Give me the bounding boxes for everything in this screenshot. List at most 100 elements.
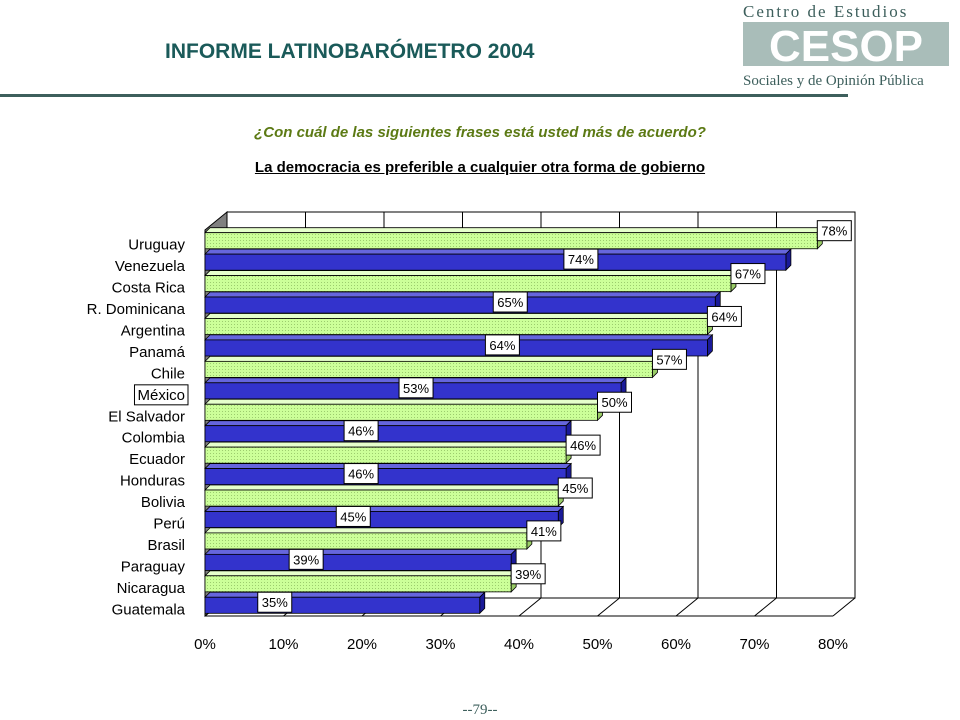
- data-label-box: [288, 548, 324, 570]
- category-label: Brasil: [147, 537, 185, 554]
- header-rule: [0, 94, 848, 97]
- bar: [204, 425, 567, 443]
- data-label-box: [335, 505, 371, 527]
- bar: [204, 511, 559, 528]
- data-label: 65%: [497, 295, 523, 310]
- data-label-box: [706, 305, 742, 327]
- bar: [204, 360, 653, 378]
- bar-top: [204, 420, 573, 427]
- data-label: 45%: [562, 481, 588, 496]
- bar-top: [204, 591, 486, 598]
- bar-top: [204, 463, 573, 469]
- data-label-box: [510, 563, 546, 585]
- bar-top: [204, 398, 604, 405]
- bar: [204, 489, 559, 507]
- cesop-logo: Centro de Estudios CESOP Sociales y de O…: [743, 2, 949, 89]
- bar-top: [204, 313, 714, 319]
- data-label: 64%: [489, 338, 515, 353]
- x-gridline-depth: [597, 597, 620, 617]
- bar: [204, 253, 787, 271]
- data-label: 78%: [821, 224, 847, 239]
- category-label: Argentina: [121, 323, 186, 340]
- bar: [204, 296, 716, 314]
- category-label: Guatemala: [112, 601, 186, 618]
- x-gridline-depth: [518, 597, 542, 617]
- x-tick-label: 70%: [739, 636, 769, 653]
- category-label: México: [137, 387, 185, 404]
- data-label-box: [730, 263, 766, 285]
- question: ¿Con cuál de las siguientes frases está …: [254, 124, 706, 141]
- data-label: 50%: [601, 395, 627, 410]
- data-label: 46%: [348, 424, 374, 439]
- bar: [204, 553, 512, 571]
- data-label-box: [343, 463, 379, 485]
- x-tick-label: 80%: [818, 636, 848, 653]
- category-label: Chile: [151, 365, 185, 382]
- category-label: Costa Rica: [112, 280, 186, 297]
- data-label: 45%: [340, 509, 366, 524]
- bar: [204, 532, 528, 550]
- x-gridline-depth: [754, 597, 777, 617]
- data-label: 53%: [403, 381, 429, 396]
- data-label-box: [651, 348, 687, 370]
- category-label: Perú: [153, 516, 185, 533]
- x-tick-label: 40%: [504, 636, 534, 653]
- data-label: 46%: [348, 467, 374, 482]
- bar: [204, 318, 708, 335]
- page-title: INFORME LATINOBARÓMETRO 2004: [165, 40, 535, 63]
- x-tick-label: 60%: [661, 636, 691, 653]
- bar-top: [204, 355, 659, 362]
- category-label: R. Dominicana: [87, 301, 186, 318]
- bar-top: [204, 227, 824, 234]
- bar-top: [204, 527, 533, 534]
- svg-text:Sociales y de Opinión Pública: Sociales y de Opinión Pública: [743, 73, 924, 89]
- data-label-box: [492, 291, 528, 313]
- data-label-box: [398, 377, 434, 399]
- chart-subtitle: La democracia es preferible a cualquier …: [254, 159, 706, 176]
- x-gridline-depth: [675, 597, 699, 617]
- data-label-box: [563, 248, 599, 270]
- category-label: Nicaragua: [117, 580, 186, 597]
- category-label: Uruguay: [128, 237, 185, 254]
- bar: [204, 403, 598, 421]
- category-label: Panamá: [129, 344, 186, 361]
- x-tick-label: 0%: [194, 636, 216, 653]
- data-label-box: [484, 334, 520, 356]
- data-label: 39%: [293, 552, 319, 567]
- data-label-box: [526, 520, 562, 542]
- category-label: El Salvador: [108, 408, 185, 425]
- highlight-box: [133, 384, 189, 406]
- category-label: Ecuador: [129, 451, 185, 468]
- bar-top: [204, 291, 722, 298]
- data-label: 35%: [262, 595, 288, 610]
- svg-text:CESOP: CESOP: [769, 22, 923, 71]
- bar: [204, 446, 567, 464]
- x-tick-label: 50%: [582, 636, 612, 653]
- category-label: Bolivia: [141, 494, 186, 511]
- bar: [204, 596, 481, 614]
- bar-top: [204, 570, 518, 577]
- bar: [204, 575, 512, 593]
- bar: [204, 275, 732, 293]
- x-gridline-depth: [832, 597, 856, 617]
- data-label-box: [343, 420, 379, 442]
- category-label: Venezuela: [115, 258, 186, 275]
- bar: [204, 339, 708, 357]
- data-label: 46%: [570, 438, 596, 453]
- data-label-box: [565, 434, 601, 456]
- data-label: 39%: [515, 567, 541, 582]
- bar: [204, 232, 818, 250]
- x-tick-label: 10%: [268, 636, 298, 653]
- data-label: 64%: [711, 309, 737, 324]
- x-tick-label: 20%: [347, 636, 377, 653]
- x-tick-label: 30%: [425, 636, 455, 653]
- bar: [204, 468, 567, 486]
- category-label: Colombia: [122, 430, 186, 447]
- data-label-box: [816, 220, 852, 242]
- category-label: Honduras: [120, 473, 185, 490]
- data-label-box: [597, 391, 632, 413]
- data-label: 57%: [656, 352, 682, 367]
- data-label: 74%: [568, 252, 594, 267]
- page-number: --79--: [462, 702, 498, 718]
